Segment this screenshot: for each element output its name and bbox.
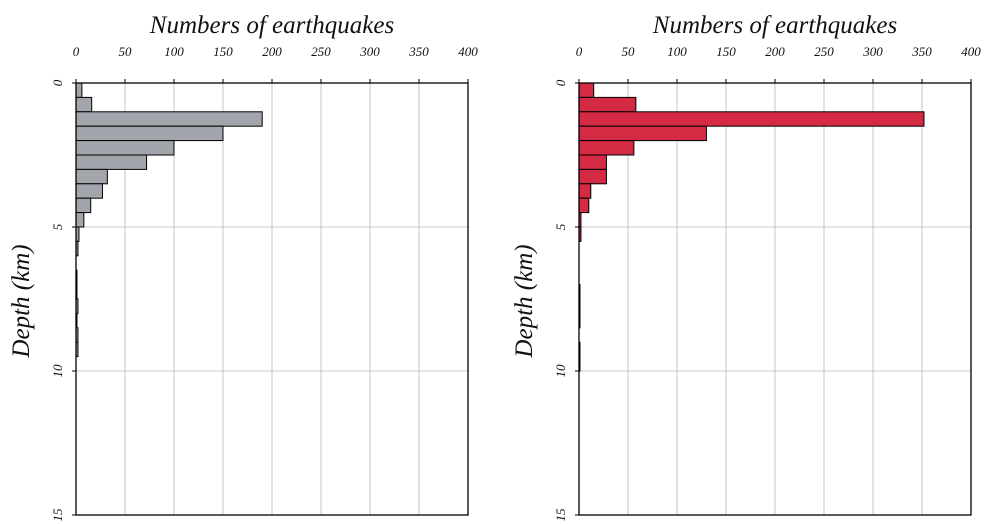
histogram-bar — [75, 212, 85, 228]
histogram-bar — [75, 125, 224, 142]
x-tick-label: 150 — [213, 44, 233, 59]
x-axis-title: Numbers of earthquakes — [149, 12, 394, 39]
histogram-bar — [578, 183, 592, 199]
histogram-bar — [578, 154, 607, 170]
histogram-bar — [75, 183, 103, 199]
x-tick-label: 300 — [862, 44, 883, 59]
y-tick-label: 15 — [50, 508, 65, 522]
histogram-bar — [75, 140, 175, 156]
x-tick-label: 200 — [765, 44, 785, 59]
x-tick-label: 150 — [716, 44, 736, 59]
y-tick-label: 0 — [50, 79, 65, 86]
histogram-bar — [578, 140, 635, 156]
histogram-bar — [75, 111, 263, 127]
x-tick-label: 100 — [164, 44, 184, 59]
histogram-bar — [75, 82, 83, 98]
x-tick-label: 400 — [458, 44, 478, 59]
y-tick-label: 10 — [553, 364, 568, 378]
y-tick-label: 10 — [50, 364, 65, 378]
histogram-bar — [75, 168, 108, 185]
x-tick-label: 300 — [359, 44, 380, 59]
y-tick-label: 0 — [553, 79, 568, 86]
histogram-bar — [578, 125, 707, 142]
left-histogram-panel: 0 50 100 150 200 250 300 350 400 0 5 10 15 Numbers of… — [8, 12, 478, 522]
x-tick-label: 250 — [814, 44, 834, 59]
y-tick-label: 5 — [50, 223, 65, 230]
x-tick-label: 350 — [408, 44, 429, 59]
histogram-bar — [75, 96, 93, 113]
histogram-bar — [75, 197, 92, 214]
histogram-bar — [578, 82, 595, 98]
x-tick-label: 0 — [576, 44, 583, 59]
y-tick-label: 15 — [553, 508, 568, 522]
x-axis-title: Numbers of earthquakes — [652, 12, 897, 39]
histogram-bar — [578, 111, 925, 127]
x-tick-label: 50 — [119, 44, 133, 59]
histogram-bar — [578, 96, 637, 113]
y-axis-title: Depth (km) — [511, 244, 538, 358]
histogram-bar — [75, 154, 148, 170]
histogram-bar — [578, 197, 590, 214]
histogram-bar — [578, 168, 607, 185]
x-tick-label: 100 — [667, 44, 687, 59]
x-tick-label: 200 — [262, 44, 282, 59]
x-tick-label: 400 — [961, 44, 981, 59]
x-tick-label: 350 — [911, 44, 932, 59]
y-axis-title: Depth (km) — [8, 244, 35, 358]
x-tick-label: 50 — [622, 44, 636, 59]
right-histogram-panel: 0 50 100 150 200 250 300 350 400 0 5 10 15 Numbers of… — [511, 12, 981, 522]
x-tick-label: 0 — [73, 44, 80, 59]
x-tick-label: 250 — [311, 44, 331, 59]
y-tick-label: 5 — [553, 223, 568, 230]
